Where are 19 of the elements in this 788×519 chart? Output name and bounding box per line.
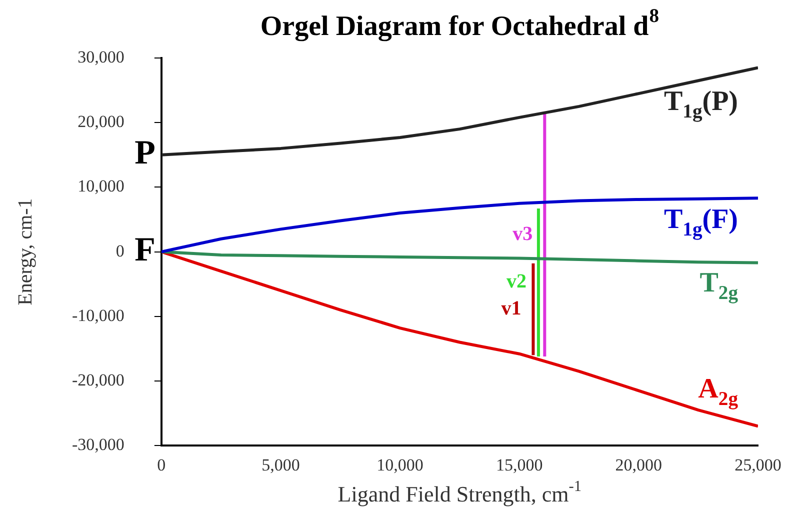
x-tick-label: 10,000: [376, 455, 424, 474]
annotation: F: [134, 232, 156, 269]
x-tick-label: 15,000: [496, 455, 543, 474]
y-axis-title: Energy, cm-1: [14, 198, 36, 306]
y-tick-label: -10,000: [72, 306, 124, 325]
y-tick-label: 30,000: [78, 47, 124, 66]
series-label: v2: [506, 270, 526, 293]
y-tick-label: -30,000: [72, 435, 124, 454]
x-tick-label: 5,000: [262, 455, 300, 474]
x-tick-label: 25,000: [734, 455, 782, 474]
y-tick-label: -20,000: [72, 370, 124, 390]
series-label: v3: [512, 223, 533, 246]
series-label: v1: [501, 297, 522, 320]
annotation: P: [134, 134, 156, 172]
y-tick-label: 20,000: [78, 112, 124, 132]
y-tick-label: 10,000: [78, 176, 124, 196]
x-tick-label: 0: [157, 455, 166, 474]
x-tick-label: 20,000: [615, 455, 662, 474]
y-tick-label: 0: [116, 241, 124, 260]
